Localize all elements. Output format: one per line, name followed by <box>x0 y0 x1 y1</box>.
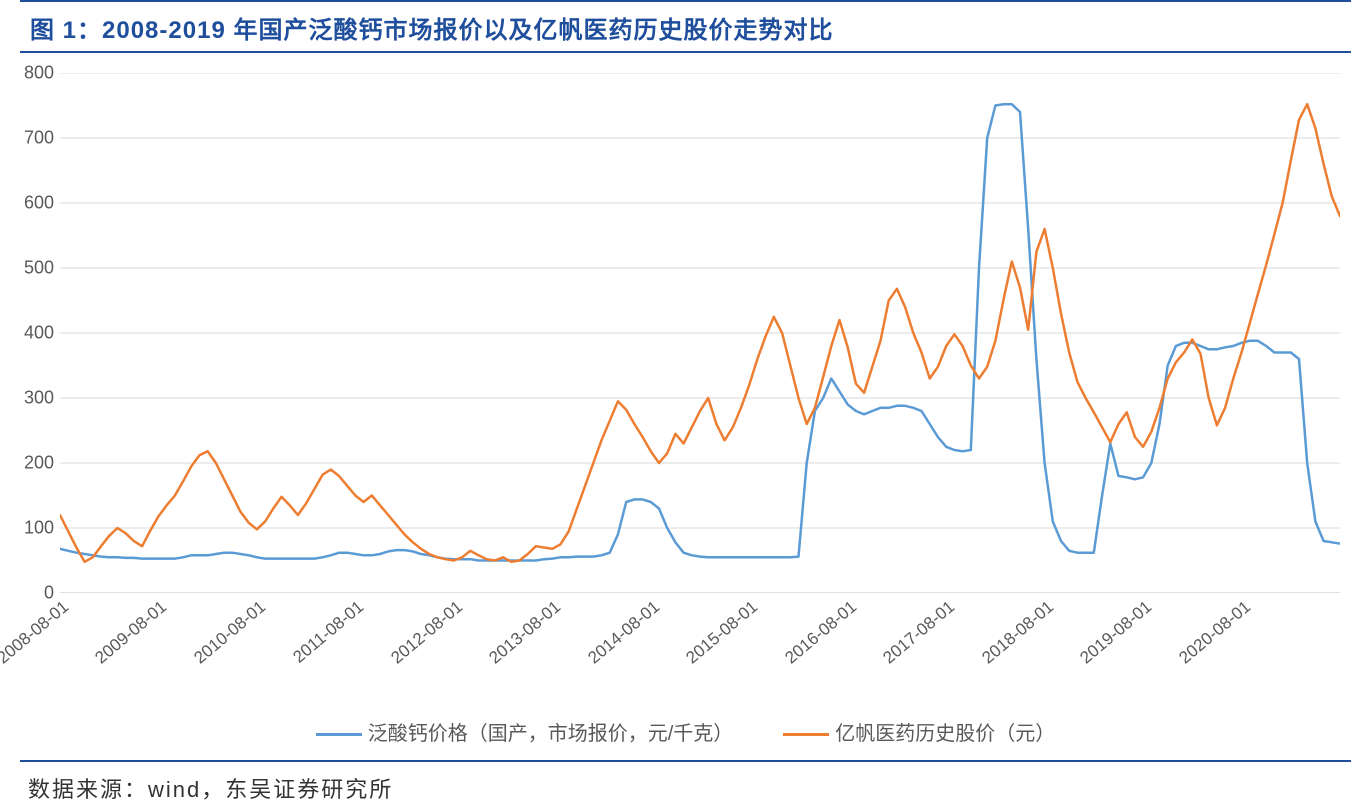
series-line <box>60 104 1340 560</box>
x-tick-label: 2019-08-01 <box>1076 597 1155 668</box>
y-tick-label: 500 <box>24 258 60 279</box>
x-tick-label: 2016-08-01 <box>781 597 860 668</box>
y-tick-label: 800 <box>24 63 60 84</box>
title-bar: 图 1：2008-2019 年国产泛酸钙市场报价以及亿帆医药历史股价走势对比 <box>20 0 1351 53</box>
y-tick-label: 200 <box>24 453 60 474</box>
x-tick-label: 2008-08-01 <box>0 597 73 668</box>
y-tick-label: 400 <box>24 323 60 344</box>
x-tick-label: 2017-08-01 <box>880 597 959 668</box>
figure-title: 图 1：2008-2019 年国产泛酸钙市场报价以及亿帆医药历史股价走势对比 <box>30 17 833 44</box>
x-tick-label: 2013-08-01 <box>486 597 565 668</box>
x-tick-label: 2014-08-01 <box>584 597 663 668</box>
x-tick-label: 2010-08-01 <box>190 597 269 668</box>
x-axis-labels: 2008-08-012009-08-012010-08-012011-08-01… <box>60 593 1340 713</box>
legend-item: 亿帆医药历史股价（元） <box>733 723 1055 745</box>
y-tick-label: 300 <box>24 388 60 409</box>
chart-area: 0100200300400500600700800 <box>60 73 1340 593</box>
legend-label: 亿帆医药历史股价（元） <box>835 723 1055 745</box>
bottom-rule <box>20 760 1351 762</box>
x-tick-label: 2012-08-01 <box>387 597 466 668</box>
legend-item: 泛酸钙价格（国产，市场报价，元/千克） <box>316 723 734 745</box>
x-tick-label: 2009-08-01 <box>92 597 171 668</box>
x-tick-label: 2020-08-01 <box>1175 597 1254 668</box>
legend-swatch <box>783 733 829 736</box>
x-tick-label: 2015-08-01 <box>683 597 762 668</box>
legend-label: 泛酸钙价格（国产，市场报价，元/千克） <box>368 723 734 745</box>
y-tick-label: 600 <box>24 193 60 214</box>
y-tick-label: 700 <box>24 128 60 149</box>
figure-source: 数据来源：wind，东吴证券研究所 <box>28 772 1351 804</box>
x-tick-label: 2018-08-01 <box>978 597 1057 668</box>
y-tick-label: 100 <box>24 518 60 539</box>
chart-svg <box>60 73 1340 593</box>
legend-swatch <box>316 733 362 736</box>
chart-legend: 泛酸钙价格（国产，市场报价，元/千克） 亿帆医药历史股价（元） <box>0 717 1371 746</box>
x-tick-label: 2011-08-01 <box>290 597 369 667</box>
figure-container: 图 1：2008-2019 年国产泛酸钙市场报价以及亿帆医药历史股价走势对比 0… <box>0 0 1371 806</box>
